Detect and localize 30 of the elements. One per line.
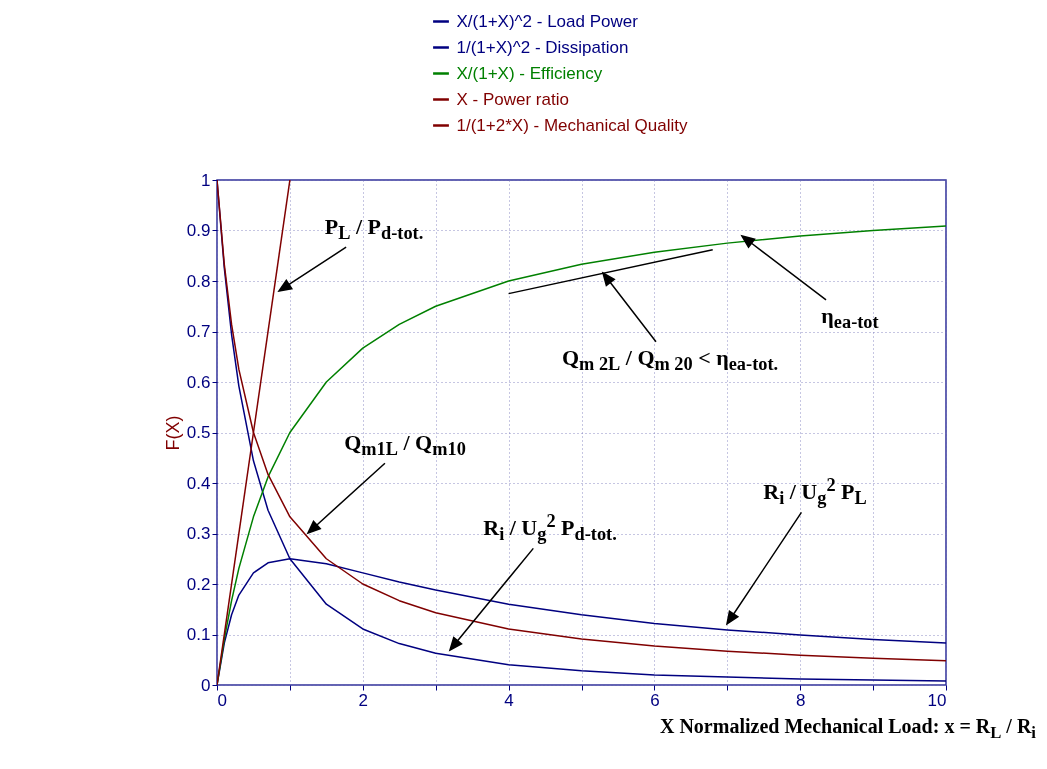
x-tick-label: 8 [795,690,806,710]
legend-label: 1/(1+2*X) - Mechanical Quality [456,115,689,135]
y-axis-title: F(X) [162,415,183,451]
annotation: R$_{i}$ / U$_{g}$$^{2}$ P$_{d-tot.}$ [483,510,617,546]
annotation: η$_{ea-tot}$ [821,302,879,334]
y-tick-label: 0.3 [186,524,211,543]
x-tick-label: 0 [217,690,227,710]
legend-label: X/(1+X) - Efficiency [456,63,603,83]
y-tick-label: 0.6 [186,372,211,392]
annotation: Q$_{m 2L}$ / Q$_{m 20}$ < η$_{ea-tot.}$ [561,344,779,376]
y-tick-label: 0 [201,675,211,695]
annotation: P$_{L}$ / P$_{d-tot.}$ [324,213,424,245]
x-tick-label: 2 [358,690,369,710]
y-tick-label: 1 [201,170,211,190]
x-tick-label: 4 [504,690,514,710]
y-tick-label: 0.7 [186,322,211,341]
x-tick-label: 10 [927,690,947,710]
x-tick-label: 6 [650,690,660,710]
annotation: R$_{i}$ / U$_{g}$$^{2}$ P$_{L}$ [763,474,867,510]
y-tick-label: 0.5 [186,423,211,442]
y-tick-label: 0.4 [186,473,211,493]
y-tick-label: 0.1 [186,625,211,644]
y-tick-label: 0.2 [186,574,211,594]
legend-label: X/(1+X)^2 - Load Power [456,11,639,31]
y-tick-label: 0.8 [186,271,211,291]
x-axis-title: X Normalized Mechanical Load: x = R$_{L}$ / R$_{i}$ [659,715,1036,743]
y-tick-label: 0.9 [186,221,211,240]
legend-label: X - Power ratio [456,89,569,109]
annotation: Q$_{m1L}$ / Q$_{m10}$ [344,429,466,461]
legend-label: 1/(1+X)^2 - Dissipation [456,37,629,57]
